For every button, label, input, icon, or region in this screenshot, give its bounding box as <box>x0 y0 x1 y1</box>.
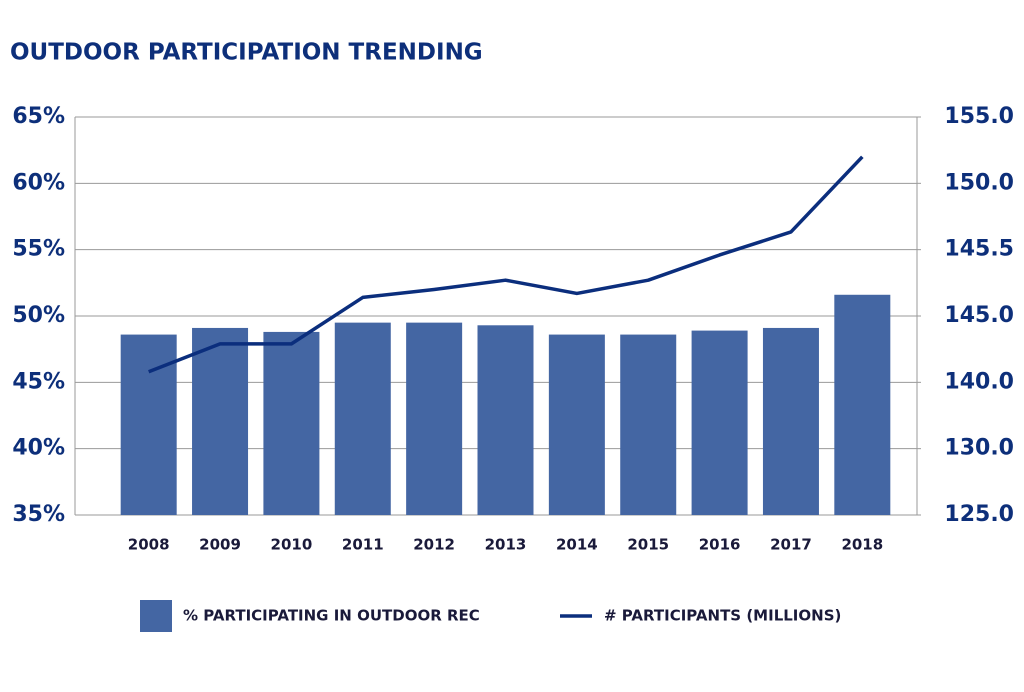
y-tick-label: 45% <box>12 369 65 394</box>
bar <box>263 331 320 515</box>
y-tick-label: 60% <box>12 170 65 195</box>
y-tick-label: 65% <box>12 104 65 129</box>
y2-tick-label: 150.0 <box>944 170 1014 195</box>
x-tick-label: 2018 <box>841 536 883 554</box>
y-tick-label: 35% <box>12 502 65 527</box>
bar <box>691 330 748 515</box>
legend-swatch <box>140 600 172 632</box>
bar <box>334 322 391 515</box>
bar <box>548 334 605 515</box>
y2-tick-label: 125.0 <box>944 502 1014 527</box>
bar <box>834 294 891 515</box>
x-tick-label: 2011 <box>342 536 384 554</box>
bar <box>762 327 819 515</box>
y2-tick-label: 145.0 <box>944 303 1014 328</box>
x-tick-label: 2014 <box>556 536 598 554</box>
chart-title: OUTDOOR PARTICIPATION TRENDING <box>10 40 483 66</box>
x-tick-label: 2009 <box>199 536 241 554</box>
x-tick-label: 2008 <box>128 536 170 554</box>
x-tick-label: 2015 <box>627 536 669 554</box>
bar <box>620 334 677 515</box>
y2-tick-label: 140.0 <box>944 369 1014 394</box>
y-tick-label: 55% <box>12 237 65 262</box>
x-tick-label: 2017 <box>770 536 812 554</box>
y-tick-label: 40% <box>12 436 65 461</box>
bar <box>192 327 249 515</box>
bar <box>120 334 177 515</box>
line <box>148 155 864 374</box>
y-tick-label: 50% <box>12 303 65 328</box>
y2-tick-label: 130.0 <box>944 436 1014 461</box>
legend-label: # PARTICIPANTS (MILLIONS) <box>604 607 841 625</box>
y2-tick-label: 145.5 <box>944 237 1014 262</box>
bar <box>477 325 534 515</box>
y2-tick-label: 155.0 <box>944 104 1014 129</box>
x-tick-label: 2016 <box>699 536 741 554</box>
x-tick-label: 2013 <box>485 536 527 554</box>
x-tick-label: 2010 <box>271 536 313 554</box>
legend-label: % PARTICIPATING IN OUTDOOR REC <box>183 607 480 625</box>
x-tick-label: 2012 <box>413 536 455 554</box>
bar <box>406 322 463 515</box>
